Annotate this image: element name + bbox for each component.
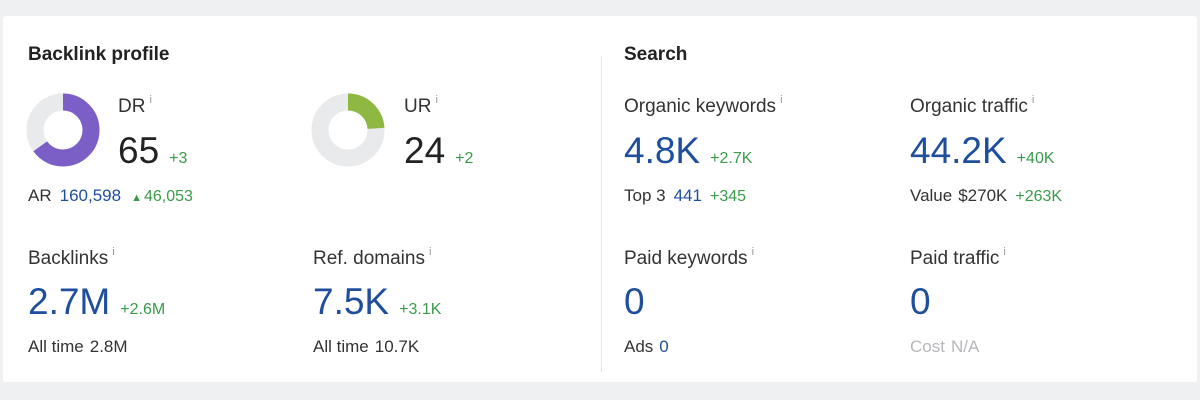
label: Paid keywords: [624, 248, 748, 269]
value[interactable]: 0: [624, 281, 645, 322]
up-arrow: ▲: [131, 192, 142, 204]
label: All time: [28, 337, 84, 356]
value: 65: [118, 130, 160, 171]
info-icon[interactable]: i: [112, 246, 115, 258]
metric-value-row: 7.5K +3.1K: [313, 283, 441, 320]
change: +345: [709, 188, 747, 205]
sub-row: Ads 0: [624, 338, 669, 355]
metric-label: Paid keywords i: [624, 246, 755, 269]
ur-donut: [311, 93, 385, 167]
change: 46,053: [143, 188, 193, 205]
metric-value-row: 4.8K +2.7K: [624, 132, 752, 169]
label: Paid traffic: [910, 248, 1000, 269]
change: +2.7K: [710, 150, 753, 167]
value[interactable]: 160,598: [59, 186, 122, 205]
value[interactable]: 2.7M: [28, 281, 111, 322]
change: +2.6M: [120, 301, 166, 318]
label: Top 3: [624, 186, 666, 205]
value: 24: [404, 130, 446, 171]
sub-row: All time 2.8M: [28, 338, 128, 355]
value[interactable]: 44.2K: [910, 130, 1007, 171]
value: N/A: [950, 337, 980, 356]
divider: [601, 56, 602, 372]
sub-row: Cost N/A: [910, 338, 979, 355]
value: 2.8M: [89, 337, 128, 356]
label: Organic traffic: [910, 96, 1028, 117]
overview-card: [3, 16, 1197, 382]
metric-label: UR i: [404, 94, 438, 117]
metric-label: DR i: [118, 94, 152, 117]
section-title: Backlink profile: [28, 44, 170, 65]
metric-label: Organic traffic i: [910, 94, 1035, 117]
info-icon[interactable]: i: [428, 246, 432, 258]
sub-row: Value $270K +263K: [910, 187, 1062, 205]
metric-label: Organic keywords i: [624, 94, 783, 117]
change: +40K: [1016, 150, 1055, 167]
value[interactable]: 0: [910, 281, 931, 322]
sub-row: Top 3 441 +345: [624, 187, 746, 205]
metric-value-row: 44.2K +40K: [910, 132, 1055, 169]
change: +3.1K: [399, 301, 442, 318]
donut-arc: [26, 93, 100, 167]
section-title: Search: [624, 44, 688, 65]
sub-row: All time 10.7K: [313, 338, 419, 355]
change: +263K: [1015, 188, 1063, 205]
metric-value-row: 24 +2: [404, 132, 473, 169]
label: Ads: [624, 337, 654, 356]
value: $270K: [958, 186, 1008, 205]
metric-label: Ref. domains i: [313, 246, 432, 269]
ar-row: AR 160,598 ▲ 46,053: [28, 187, 193, 205]
label: UR: [404, 96, 432, 117]
info-icon[interactable]: i: [780, 94, 783, 106]
value[interactable]: 7.5K: [313, 281, 390, 322]
value[interactable]: 0: [659, 337, 669, 356]
metric-value-row: 65 +3: [118, 132, 187, 169]
label: Value: [910, 186, 953, 205]
metric-value-row: 0: [910, 283, 931, 320]
info-icon[interactable]: i: [435, 94, 438, 106]
label: Backlinks: [28, 248, 109, 269]
info-icon[interactable]: i: [1003, 246, 1006, 258]
metric-label: Backlinks i: [28, 246, 115, 269]
value: 10.7K: [374, 337, 420, 356]
change: +3: [169, 150, 188, 167]
metric-label: Paid traffic i: [910, 246, 1006, 269]
label: DR: [118, 96, 146, 117]
label: Ref. domains: [313, 248, 425, 269]
metric-value-row: 0: [624, 283, 645, 320]
info-icon[interactable]: i: [1031, 94, 1035, 106]
donut-arc: [311, 93, 385, 167]
info-icon[interactable]: i: [149, 94, 152, 106]
label: Cost: [910, 337, 945, 356]
value[interactable]: 441: [673, 186, 702, 205]
change: +2: [455, 150, 474, 167]
value[interactable]: 4.8K: [624, 130, 701, 171]
label: AR: [28, 186, 52, 205]
info-icon[interactable]: i: [751, 246, 755, 258]
dr-donut: [26, 93, 100, 167]
label: Organic keywords: [624, 96, 777, 117]
metric-value-row: 2.7M +2.6M: [28, 283, 165, 320]
label: All time: [313, 337, 369, 356]
